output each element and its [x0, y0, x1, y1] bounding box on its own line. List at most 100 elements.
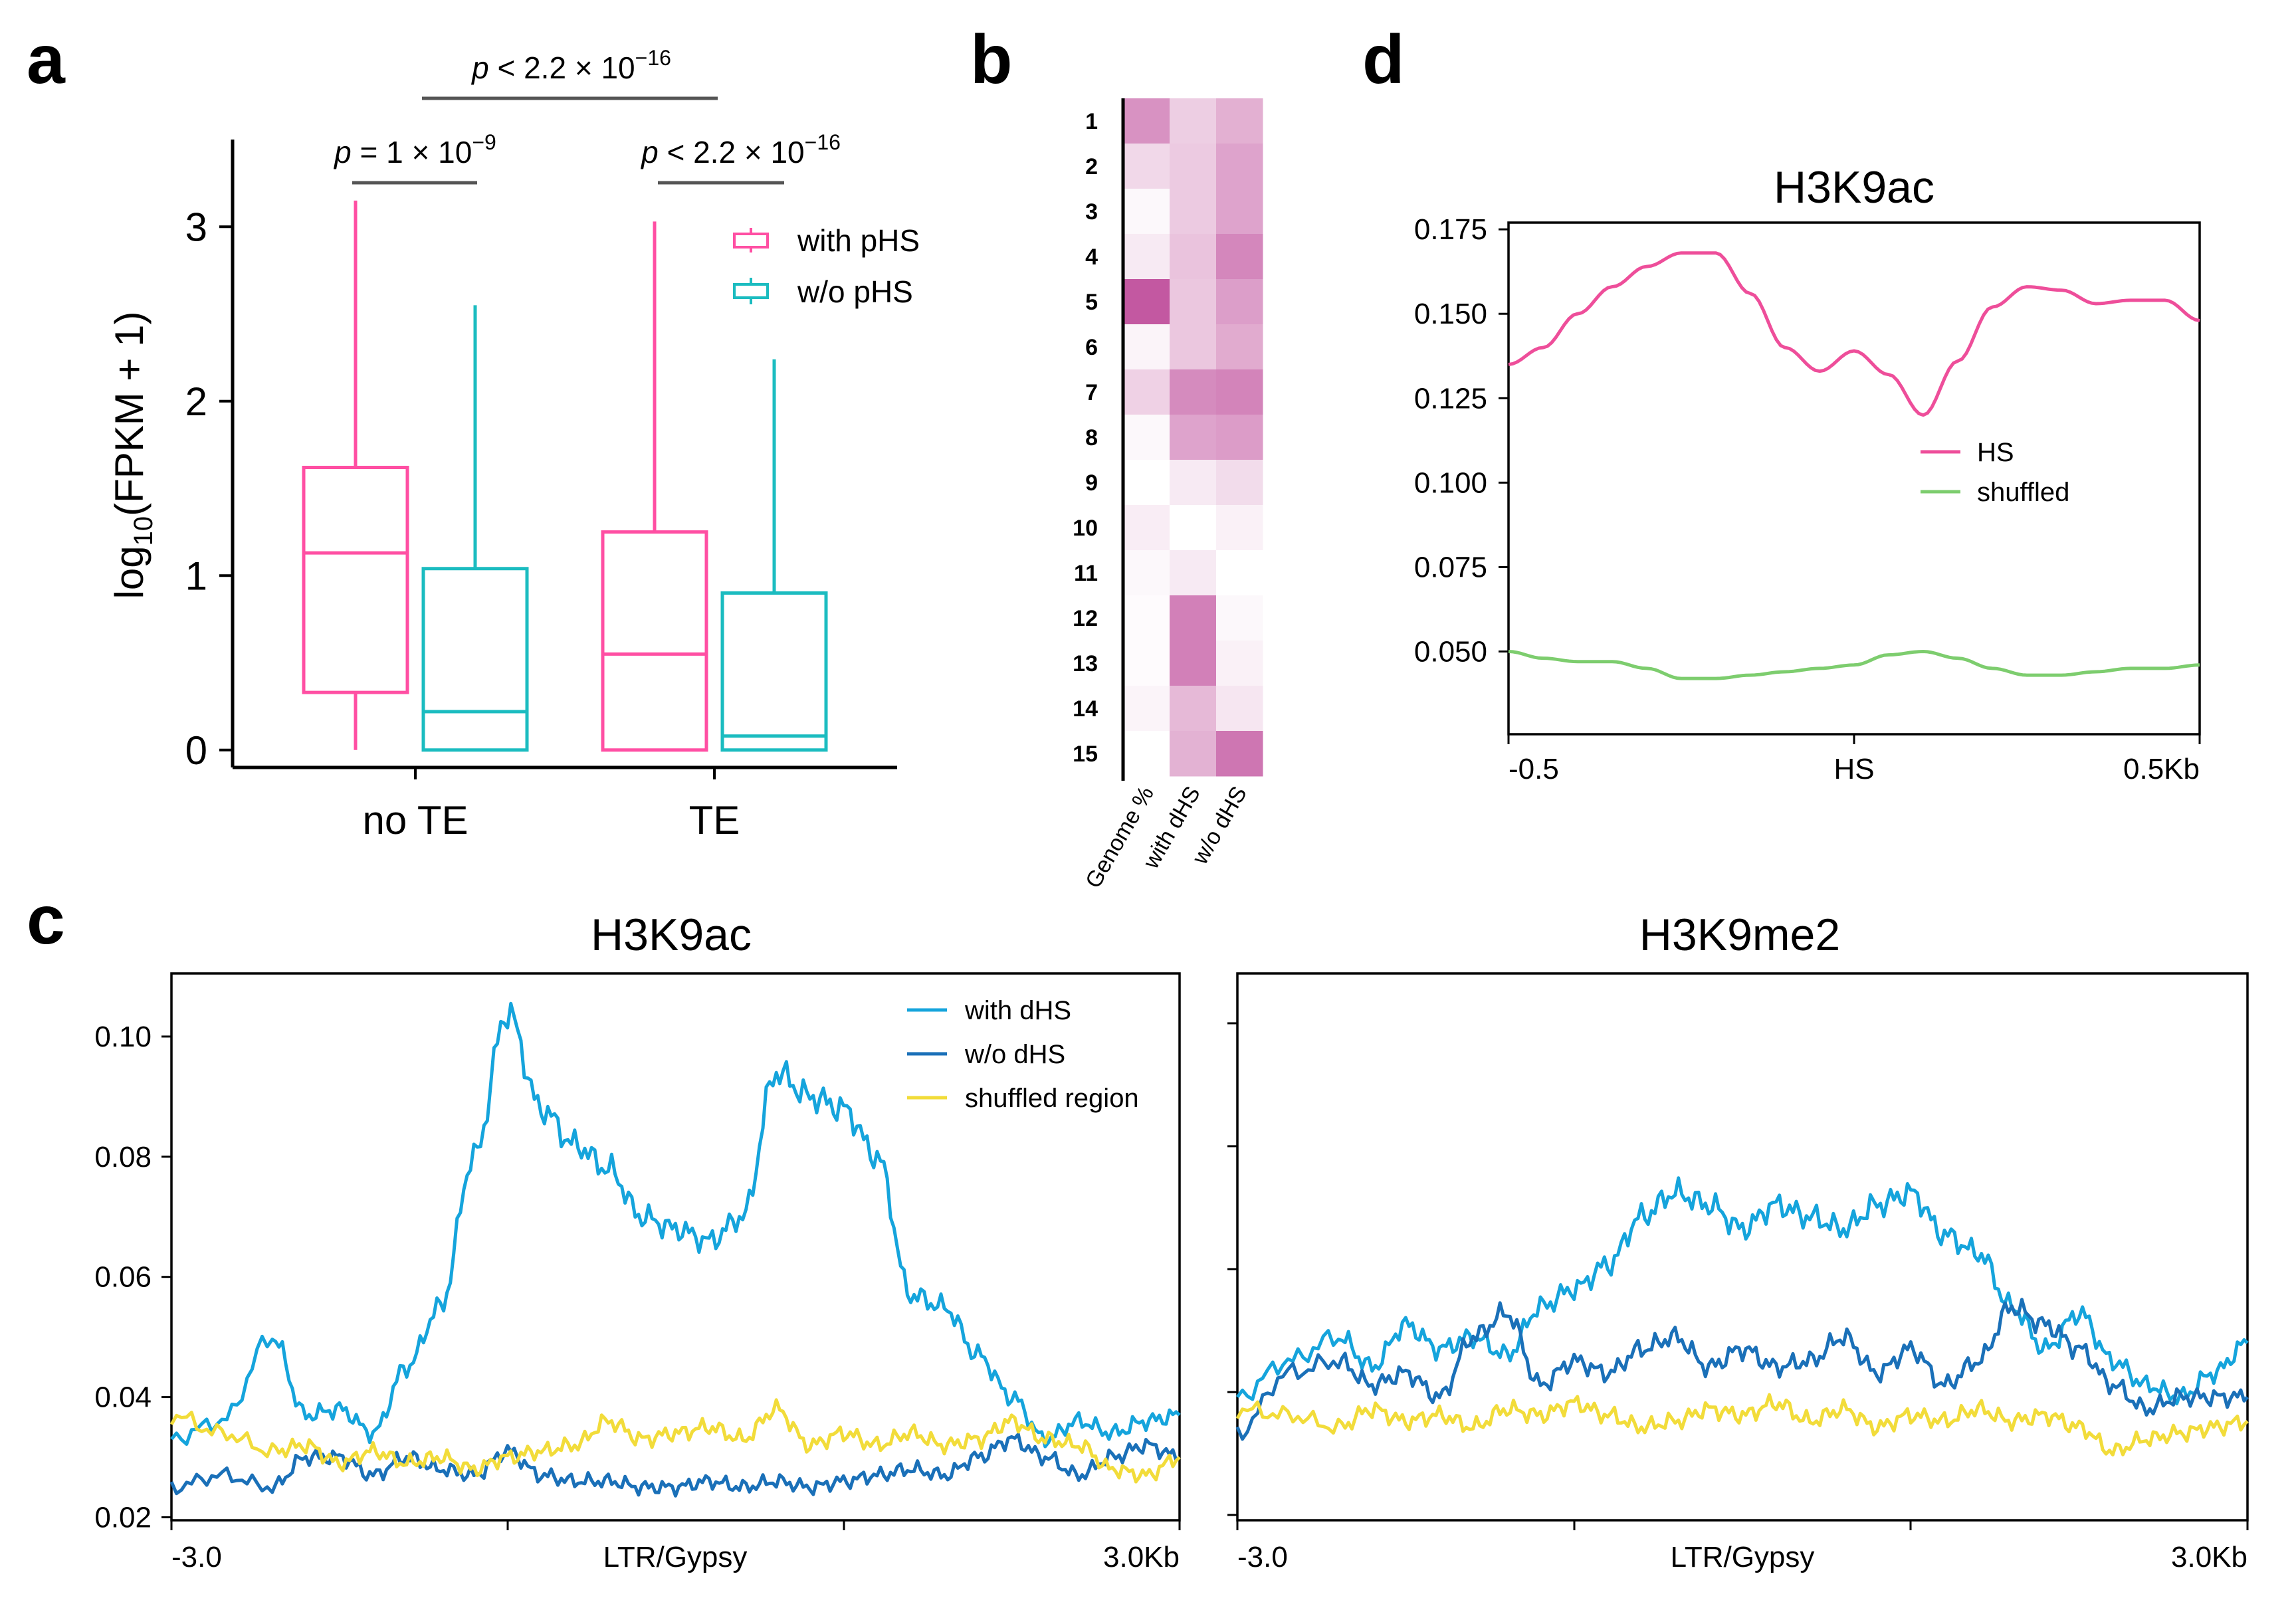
- b-cell-r3-c1: [1123, 189, 1170, 235]
- c2-title: H3K9me2: [1639, 910, 1840, 960]
- d-ytick-label: 0.125: [1414, 382, 1487, 415]
- a-box-no-te-wo-phs: [421, 567, 529, 752]
- c1-legend-label-wo-dhs: w/o dHS: [964, 1040, 1065, 1069]
- c2-plot-frame: [1236, 972, 2249, 1522]
- b-cell-r10-c2: [1170, 505, 1217, 551]
- c1-line-shuffled-region: [169, 1398, 1181, 1484]
- b-cell-r7-c3: [1216, 369, 1263, 415]
- c2-line-w-o-dhs: [1235, 1298, 2249, 1441]
- d-ytick-label: 0.175: [1414, 213, 1487, 246]
- b-cell-r1-c1: [1123, 98, 1170, 144]
- b-cell-r4-c2: [1170, 234, 1217, 280]
- panel-label-a: a: [27, 21, 66, 98]
- a-category-te: TE: [689, 798, 740, 843]
- b-cell-r2-c1: [1123, 144, 1170, 189]
- b-cell-r9-c2: [1170, 460, 1217, 506]
- b-cell-r11-c1: [1123, 550, 1170, 596]
- a-ytick-label: 2: [185, 379, 207, 424]
- c1-title: H3K9ac: [591, 910, 752, 960]
- a-legend: with pHS w/o pHS: [733, 223, 920, 309]
- b-cell-r7-c1: [1123, 369, 1170, 415]
- d-line-hs: [1508, 251, 2200, 417]
- b-row-label: 7: [1085, 380, 1098, 405]
- c1-xtick-label-right: 3.0Kb: [1103, 1541, 1180, 1573]
- c1-ytick-label: 0.02: [94, 1501, 152, 1534]
- c1-ytick-label: 0.04: [94, 1381, 152, 1414]
- c2-xtick-label-left: -3.0: [1237, 1541, 1288, 1573]
- a-legend-swatch-wo-phs: [733, 283, 769, 299]
- b-cell-r1-c2: [1170, 98, 1217, 144]
- a-category-no-te: no TE: [363, 798, 469, 843]
- b-row-label: 3: [1085, 199, 1098, 225]
- a-ytick-label: 0: [185, 728, 207, 773]
- b-row-label: 2: [1085, 154, 1098, 179]
- c1-ytick-label: 0.10: [94, 1021, 152, 1053]
- b-cell-r8-c1: [1123, 415, 1170, 460]
- d-plot-frame: [1507, 221, 2201, 736]
- c1-legend: with dHS w/o dHS shuffled region: [907, 996, 1139, 1113]
- a-pvalue-overall: p < 2.2 × 10−16: [470, 46, 671, 85]
- a-pvalue-te: p < 2.2 × 10−16: [640, 130, 841, 169]
- d-legend-label-shuffled: shuffled: [1977, 478, 2069, 507]
- a-box-te-with-phs: [601, 530, 708, 752]
- b-cell-r2-c3: [1216, 144, 1263, 189]
- panel-label-c: c: [27, 882, 65, 959]
- c1-legend-label-shuffled-region: shuffled region: [965, 1084, 1139, 1113]
- b-row-label: 15: [1073, 742, 1098, 767]
- panel-c1-lineplot: H3K9ac 0.02 0.04 0.06 0.08 0.10 -3.0 LTR/Gyp…: [94, 910, 1181, 1573]
- d-xtick-label-right: 0.5Kb: [2123, 753, 2200, 785]
- b-row-label: 8: [1085, 425, 1098, 451]
- d-ytick-label: 0.075: [1414, 551, 1487, 583]
- d-ytick-label: 0.100: [1414, 466, 1487, 499]
- b-cell-r10-c3: [1216, 505, 1263, 551]
- b-cell-r15-c3: [1216, 731, 1263, 777]
- b-cell-r8-c2: [1170, 415, 1217, 460]
- c2-xtick-label-right: 3.0Kb: [2171, 1541, 2247, 1573]
- b-cell-r15-c2: [1170, 731, 1217, 777]
- b-cell-r3-c3: [1216, 189, 1263, 235]
- a-legend-label-wo-phs: w/o pHS: [797, 274, 913, 309]
- b-cell-r11-c3: [1216, 550, 1263, 596]
- c1-ytick-label: 0.06: [94, 1261, 152, 1294]
- a-ytick-label: 1: [185, 553, 207, 598]
- c1-ytick-label: 0.08: [94, 1141, 152, 1173]
- c2-line-with-dhs: [1235, 1176, 2249, 1406]
- b-cell-r14-c1: [1123, 686, 1170, 732]
- d-ytick-label: 0.150: [1414, 298, 1487, 330]
- d-xtick-label-left: -0.5: [1509, 753, 1559, 785]
- b-cell-r3-c2: [1170, 189, 1217, 235]
- b-row-label: 6: [1085, 335, 1098, 360]
- a-legend-label-with-phs: with pHS: [797, 223, 920, 258]
- c1-xtick-label-center: LTR/Gypsy: [603, 1541, 748, 1573]
- b-cell-r5-c1: [1123, 279, 1170, 325]
- c1-line-w-o-dhs: [169, 1433, 1181, 1498]
- b-row-label: 4: [1085, 245, 1098, 270]
- d-ytick-label: 0.050: [1414, 635, 1487, 668]
- b-cell-r5-c2: [1170, 279, 1217, 325]
- b-row-label: 10: [1073, 516, 1098, 541]
- b-row-label: 1: [1085, 109, 1098, 134]
- b-cell-r13-c1: [1123, 641, 1170, 686]
- b-cell-r11-c2: [1170, 550, 1217, 596]
- b-cell-r4-c3: [1216, 234, 1263, 280]
- b-cell-r2-c2: [1170, 144, 1217, 189]
- b-cell-r4-c1: [1123, 234, 1170, 280]
- d-legend: HS shuffled: [1921, 438, 2069, 507]
- d-title: H3K9ac: [1774, 162, 1934, 213]
- c2-xtick-label-center: LTR/Gypsy: [1671, 1541, 1815, 1573]
- b-cell-r1-c3: [1216, 98, 1263, 144]
- b-row-label: 9: [1085, 470, 1098, 496]
- b-cell-r6-c3: [1216, 324, 1263, 370]
- a-box-te-wo-phs: [720, 591, 828, 752]
- b-cell-r12-c2: [1170, 595, 1217, 641]
- a-box-no-te-with-phs: [302, 466, 409, 694]
- b-row-label: 11: [1074, 561, 1098, 586]
- b-cell-r9-c1: [1123, 460, 1170, 506]
- panel-c2-lineplot: H3K9me2 -3.0 LTR/Gypsy 3.0Kb: [1227, 910, 2249, 1573]
- b-cell-r12-c3: [1216, 595, 1263, 641]
- c1-xtick-label-left: -3.0: [171, 1541, 222, 1573]
- a-legend-swatch-with-phs: [733, 233, 769, 249]
- b-cell-r10-c1: [1123, 505, 1170, 551]
